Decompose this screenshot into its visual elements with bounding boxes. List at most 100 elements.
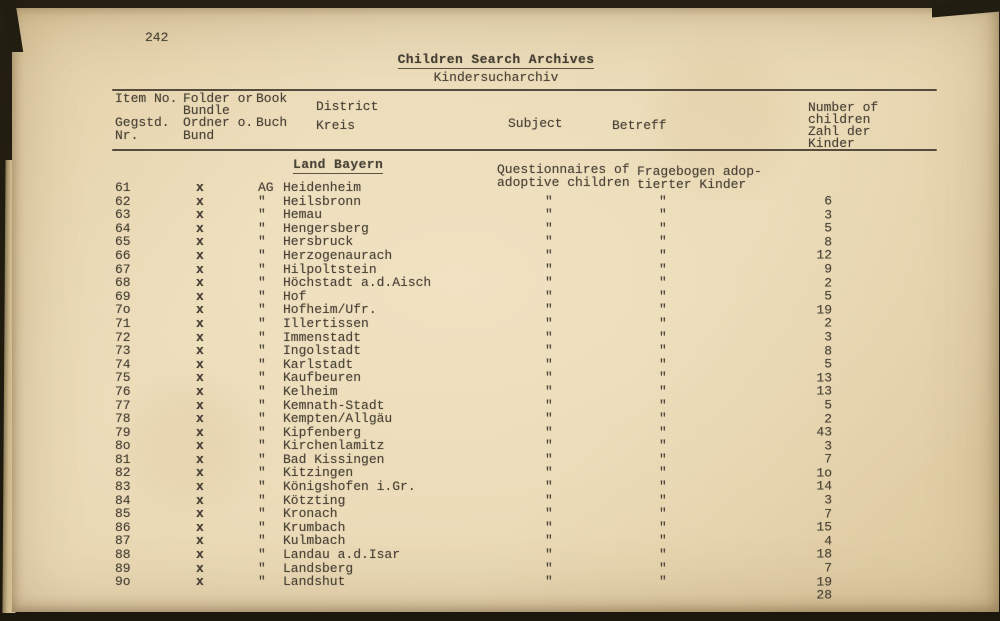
- table-row: 66 x " Herzogenaurach " " 9: [0, 247, 1000, 276]
- section-betreff-line2: tierter Kinder: [637, 177, 747, 192]
- district-name: Hengersberg: [283, 220, 369, 236]
- children-count: 13: [816, 370, 832, 386]
- district-name: Kitzingen: [283, 465, 354, 481]
- col-folder-en2: Bundle: [183, 103, 230, 118]
- district-name: Hilpoltstein: [283, 261, 377, 277]
- betreff-ditto: ": [659, 506, 667, 522]
- item-number: 72: [115, 329, 131, 345]
- district-name: Hofheim/Ufr.: [283, 302, 377, 318]
- folder-x-mark: x: [196, 560, 204, 576]
- book-mark: ": [258, 574, 266, 590]
- folder-x-mark: x: [196, 220, 204, 236]
- document-title: Children Search Archives: [397, 52, 595, 69]
- table-body: 61 x AG Heidenheim 6 62 x " Heilsbronn "…: [0, 180, 1000, 602]
- subject-ditto: ": [545, 519, 553, 535]
- table-row: 68 x " Höchstadt a.d.Aisch " " 5: [0, 275, 1000, 303]
- header-rule-top: [112, 89, 937, 91]
- folder-x-mark: x: [196, 329, 204, 345]
- betreff-ditto: ": [659, 302, 667, 318]
- betreff-ditto: ": [659, 343, 667, 359]
- subject-ditto: ": [545, 234, 553, 250]
- folder-x-mark: x: [196, 234, 204, 250]
- book-mark: ": [258, 397, 266, 413]
- district-name: Heidenheim: [283, 180, 362, 195]
- book-mark: AG: [258, 180, 274, 195]
- table-row: 7o x " Hofheim/Ufr. " " 2: [0, 302, 1000, 330]
- children-count: 3: [824, 492, 832, 508]
- table-row: 84 x " Kötzting " " 7: [0, 492, 1000, 521]
- folder-x-mark: x: [196, 411, 204, 427]
- children-count: 19: [816, 574, 832, 590]
- folder-x-mark: x: [196, 519, 204, 535]
- children-count: 28: [816, 587, 832, 603]
- section-subject-line2: adoptive children: [497, 175, 630, 190]
- item-number: 75: [115, 370, 131, 386]
- children-count: 15: [816, 519, 832, 535]
- betreff-ditto: ": [659, 438, 667, 454]
- subject-ditto: ": [545, 370, 553, 386]
- item-number: 83: [115, 479, 131, 495]
- betreff-ditto: ": [659, 479, 667, 495]
- book-mark: ": [258, 547, 266, 563]
- table-row: 83 x " Königshofen i.Gr. " " 3: [0, 479, 1000, 507]
- table-row: 79 x " Kipfenberg " " 3: [0, 424, 1000, 453]
- table-row: 61 x AG Heidenheim 6: [0, 180, 1000, 208]
- subject-ditto: ": [545, 261, 553, 277]
- col-children-l3: Zahl der: [808, 124, 871, 139]
- children-count: 8: [824, 343, 832, 359]
- subject-ditto: ": [545, 193, 553, 209]
- district-name: Hof: [283, 288, 307, 304]
- subject-ditto: ": [545, 479, 553, 495]
- folder-x-mark: x: [196, 424, 204, 440]
- folder-x-mark: x: [196, 275, 204, 291]
- children-count: 19: [816, 302, 832, 318]
- col-children-l1: Number of: [808, 100, 879, 115]
- betreff-ditto: ": [659, 193, 667, 209]
- item-number: 88: [115, 547, 131, 563]
- betreff-ditto: ": [659, 234, 667, 250]
- folder-x-mark: x: [196, 438, 204, 454]
- col-district-de: Kreis: [316, 118, 356, 133]
- document-subtitle: Kindersucharchiv: [433, 70, 559, 85]
- table-row: 78 x " Kempten/Allgäu " " 43: [0, 411, 1000, 439]
- subject-ditto: ": [545, 506, 553, 522]
- table-row: 63 x " Hemau " " 5: [0, 207, 1000, 235]
- table-row: 85 x " Kronach " " 15: [0, 506, 1000, 534]
- col-folder-en1: Folder or: [183, 91, 254, 106]
- item-number: 73: [115, 343, 131, 359]
- book-mark: ": [258, 492, 266, 508]
- book-mark: ": [258, 275, 266, 291]
- item-number: 81: [115, 451, 131, 467]
- item-number: 82: [115, 465, 131, 481]
- children-count: 5: [824, 397, 832, 413]
- table-row: 88 x " Landau a.d.Isar " " 7: [0, 547, 1000, 575]
- table-row: 77 x " Kemnath-Stadt " " 2: [0, 397, 1000, 425]
- subject-ditto: ": [545, 275, 553, 291]
- col-book-en: Book: [256, 91, 288, 106]
- book-mark: ": [258, 193, 266, 209]
- item-number: 74: [115, 356, 131, 372]
- item-number: 9o: [115, 574, 131, 590]
- district-name: Bad Kissingen: [283, 451, 385, 467]
- book-mark: ": [258, 329, 266, 345]
- district-name: Kelheim: [283, 383, 338, 399]
- children-count: 43: [816, 424, 832, 440]
- book-mark: ": [258, 479, 266, 495]
- district-name: Hemau: [283, 207, 323, 223]
- item-number: 87: [115, 533, 131, 549]
- table-row: 86 x " Krumbach " " 4: [0, 519, 1000, 548]
- betreff-ditto: ": [659, 315, 667, 331]
- betreff-ditto: ": [659, 547, 667, 563]
- header-rule-bottom: [112, 149, 937, 151]
- subject-ditto: ": [545, 424, 553, 440]
- children-count: 5: [824, 356, 832, 372]
- subject-ditto: ": [545, 465, 553, 481]
- item-number: 84: [115, 492, 131, 508]
- table-row: 69 x " Hof " " 19: [0, 288, 1000, 317]
- item-number: 66: [115, 247, 131, 263]
- children-count: 7: [824, 506, 832, 522]
- folder-x-mark: x: [196, 207, 204, 223]
- book-mark: ": [258, 506, 266, 522]
- item-number: 79: [115, 424, 131, 440]
- children-count: 13: [816, 383, 832, 399]
